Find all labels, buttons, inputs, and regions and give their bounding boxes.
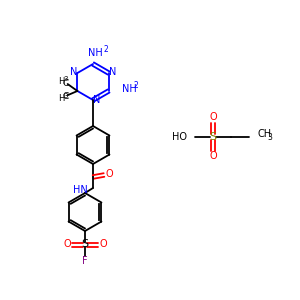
- Text: C: C: [62, 79, 69, 88]
- Text: NH: NH: [88, 48, 102, 58]
- Text: O: O: [209, 151, 217, 161]
- Text: O: O: [99, 239, 107, 249]
- Text: F: F: [82, 256, 88, 266]
- Text: O: O: [63, 239, 71, 249]
- Text: N: N: [109, 67, 116, 77]
- Text: 2: 2: [103, 46, 108, 55]
- Text: NH: NH: [122, 84, 136, 94]
- Text: O: O: [209, 112, 217, 122]
- Text: 3: 3: [63, 93, 68, 99]
- Text: N: N: [93, 95, 101, 105]
- Text: CH: CH: [258, 129, 272, 139]
- Text: N: N: [70, 67, 77, 77]
- Text: HO: HO: [172, 132, 187, 142]
- Text: 2: 2: [134, 82, 138, 91]
- Text: C: C: [62, 92, 69, 101]
- Text: H: H: [58, 94, 64, 103]
- Text: S: S: [81, 239, 88, 249]
- Text: O: O: [105, 169, 113, 179]
- Text: 3: 3: [267, 133, 272, 142]
- Text: 3: 3: [63, 76, 68, 82]
- Text: HN: HN: [73, 185, 88, 195]
- Text: H: H: [58, 76, 64, 85]
- Text: S: S: [209, 132, 217, 142]
